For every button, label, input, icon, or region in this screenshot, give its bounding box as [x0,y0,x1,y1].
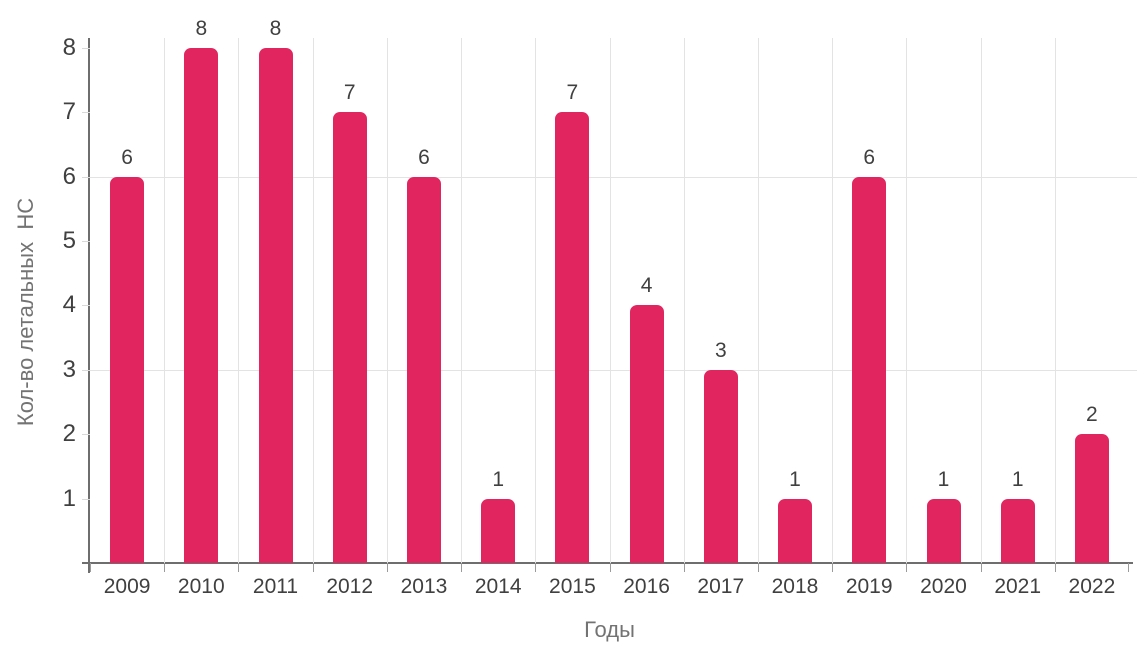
x-axis-title: Годы [584,617,635,642]
vertical-gridline [1054,38,1056,563]
bar[interactable] [555,112,590,563]
y-tick-mark [82,176,90,178]
x-tick-mark [832,563,834,572]
x-tick-mark [980,563,982,572]
plot-area: 1 2 3 4 5 6 7 8 6 2009 8 2010 8 2011 7 2012 6 2013 1 2014 7 2… [63,17,1137,598]
x-tick-label: 2013 [400,575,448,598]
bar[interactable] [778,498,812,563]
y-tick-label: 3 [62,355,76,383]
y-tick-label: 7 [62,98,76,126]
bar-value-label: 8 [195,16,208,40]
bar-value-label: 7 [566,81,579,105]
x-tick-mark [609,563,611,572]
bar-value-label: 6 [863,145,876,169]
bar-value-label: 6 [418,145,430,169]
bar[interactable] [258,47,293,563]
x-tick-mark [164,563,166,572]
bar-value-label: 1 [1011,467,1024,491]
x-tick-label: 2020 [920,575,967,598]
bar[interactable] [110,176,145,563]
bar[interactable] [926,498,961,563]
bar[interactable] [481,498,516,563]
vertical-gridline [238,38,240,563]
y-tick-mark [82,498,90,500]
vertical-gridline [757,38,759,563]
vertical-gridline [906,38,908,563]
bar[interactable] [332,112,367,563]
x-tick-label: 2018 [771,575,819,598]
vertical-gridline [312,38,314,563]
y-tick-label: 8 [62,33,76,61]
y-tick-mark [82,240,90,242]
bar-value-label: 1 [937,467,950,491]
bar-value-label: 1 [492,467,505,491]
vertical-gridline [461,38,463,563]
bar[interactable] [1074,434,1109,563]
x-tick-label: 2016 [623,575,670,598]
x-tick-mark [906,563,908,572]
horizontal-gridline [90,176,1137,178]
x-tick-mark [238,563,240,572]
x-tick-mark [535,563,537,572]
bar-value-label: 6 [121,145,133,169]
bar-value-label: 3 [714,338,727,362]
vertical-gridline [535,38,537,563]
x-tick-label: 2017 [697,575,745,598]
x-tick-mark [386,563,388,572]
y-tick-label: 6 [62,162,76,190]
x-tick-mark [90,563,91,572]
x-tick-mark [1128,563,1129,572]
bar[interactable] [852,176,887,563]
y-tick-mark [82,112,90,114]
y-tick-mark [82,47,90,49]
y-tick-label: 2 [62,420,76,448]
bar-value-label: 8 [269,16,282,40]
x-tick-mark [461,563,463,572]
vertical-gridline [980,38,982,563]
bar[interactable] [703,369,738,563]
vertical-gridline [683,38,685,563]
y-tick-mark [82,434,90,436]
vertical-gridline [386,38,388,563]
x-tick-label: 2019 [845,575,893,598]
x-tick-mark [683,563,685,572]
x-tick-label: 2014 [474,575,522,598]
horizontal-gridline [90,369,1137,371]
x-tick-label: 2009 [103,575,151,598]
bar[interactable] [1000,498,1035,563]
bar-value-label: 2 [1086,403,1098,427]
bar-value-label: 4 [640,274,653,298]
bar-value-label: 1 [789,467,801,491]
bar[interactable] [629,305,664,563]
x-axis-line [82,562,1133,564]
y-tick-mark [82,305,90,307]
x-tick-label: 2015 [549,575,596,598]
bar-value-label: 7 [343,81,356,105]
y-tick-mark [82,369,90,371]
x-tick-mark [757,563,759,572]
x-tick-label: 2010 [177,575,225,598]
bar[interactable] [184,47,219,563]
vertical-gridline [609,38,611,563]
y-tick-label: 1 [62,484,76,512]
x-tick-label: 2021 [994,575,1042,598]
y-tick-label: 5 [62,226,76,254]
y-tick-label: 4 [62,291,76,319]
vertical-gridline [164,38,166,563]
vertical-gridline [832,38,834,563]
x-tick-label: 2022 [1068,575,1116,598]
x-tick-mark [1054,563,1056,572]
x-tick-label: 2012 [326,575,374,598]
y-axis-title: Кол-во летальных НС [13,197,38,427]
x-tick-mark [312,563,314,572]
bar[interactable] [407,176,441,563]
x-tick-label: 2011 [252,575,299,598]
